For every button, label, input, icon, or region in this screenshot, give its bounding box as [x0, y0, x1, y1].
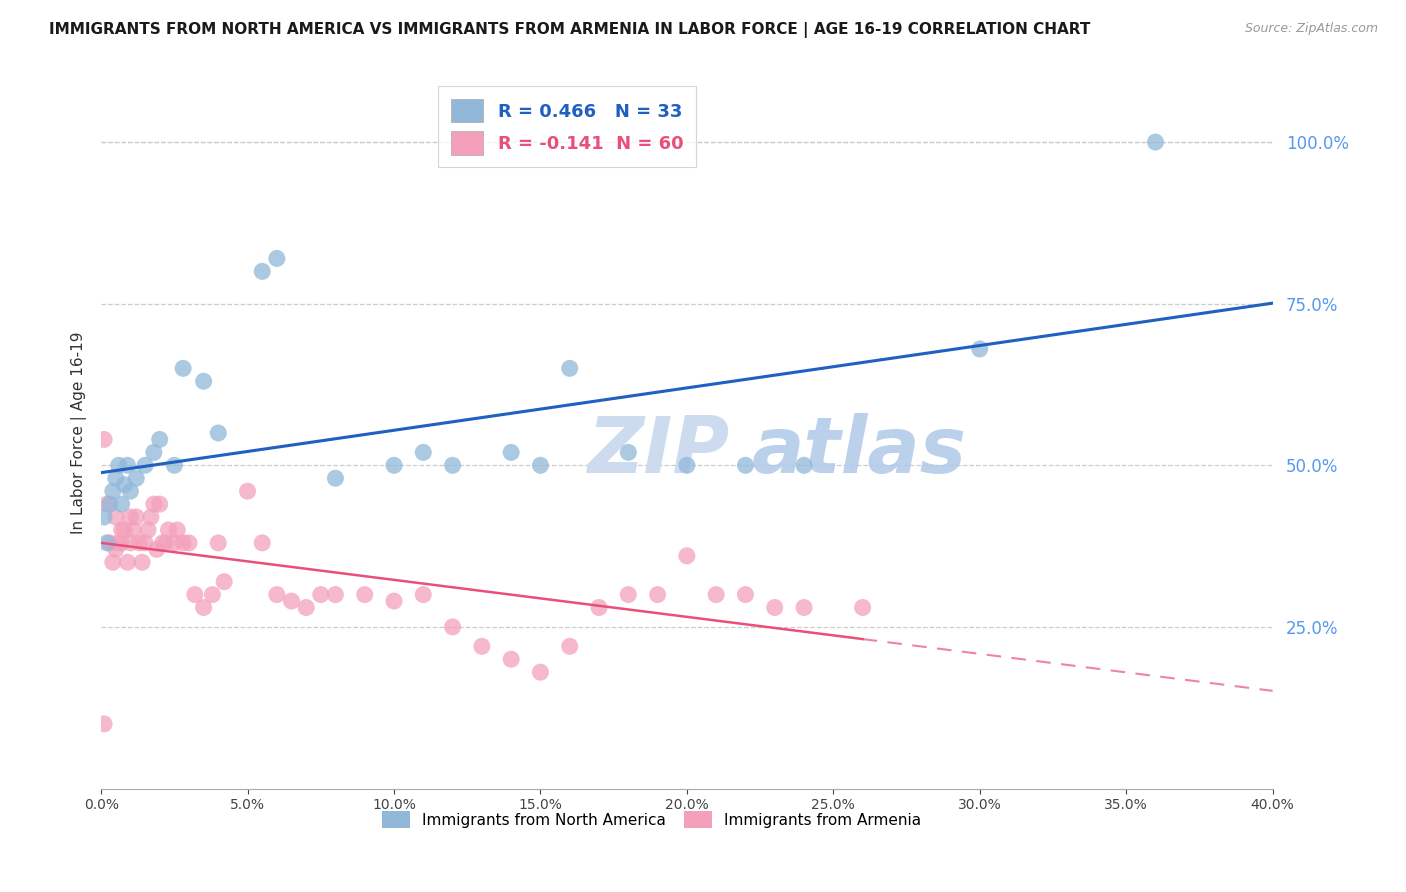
Point: [152, 536, 174, 550]
Point: [558, 640, 581, 654]
Point: [142, 497, 165, 511]
Point: [1144, 135, 1167, 149]
Point: [146, 542, 169, 557]
Point: [382, 458, 405, 473]
Point: [166, 523, 188, 537]
Point: [236, 484, 259, 499]
Point: [96, 497, 118, 511]
Y-axis label: In Labor Force | Age 16-19: In Labor Force | Age 16-19: [72, 332, 87, 534]
Point: [93, 433, 115, 447]
Point: [139, 510, 162, 524]
Point: [149, 433, 172, 447]
Point: [647, 588, 669, 602]
Point: [125, 471, 148, 485]
Point: [101, 555, 124, 569]
Point: [325, 588, 347, 602]
Point: [309, 588, 332, 602]
Point: [207, 536, 229, 550]
Point: [117, 555, 139, 569]
Point: [412, 588, 434, 602]
Point: [558, 361, 581, 376]
Text: Source: ZipAtlas.com: Source: ZipAtlas.com: [1244, 22, 1378, 36]
Point: [617, 445, 640, 459]
Point: [114, 477, 136, 491]
Point: [122, 523, 145, 537]
Point: [142, 445, 165, 459]
Point: [134, 458, 156, 473]
Point: [793, 458, 815, 473]
Point: [128, 536, 150, 550]
Point: [353, 588, 375, 602]
Point: [501, 445, 523, 459]
Point: [280, 594, 302, 608]
Point: [111, 523, 134, 537]
Point: [529, 458, 551, 473]
Point: [193, 600, 215, 615]
Point: [120, 510, 142, 524]
Point: [852, 600, 875, 615]
Point: [529, 665, 551, 680]
Point: [471, 640, 494, 654]
Point: [734, 458, 756, 473]
Point: [501, 652, 523, 666]
Point: [104, 510, 127, 524]
Point: [172, 361, 194, 376]
Point: [96, 536, 118, 550]
Point: [157, 523, 180, 537]
Point: [101, 484, 124, 499]
Point: [250, 264, 273, 278]
Point: [111, 497, 134, 511]
Point: [266, 588, 288, 602]
Point: [412, 445, 434, 459]
Text: ZIP: ZIP: [588, 413, 730, 489]
Point: [212, 574, 235, 589]
Point: [104, 471, 127, 485]
Point: [107, 536, 129, 550]
Point: [676, 549, 699, 563]
Text: IMMIGRANTS FROM NORTH AMERICA VS IMMIGRANTS FROM ARMENIA IN LABOR FORCE | AGE 16: IMMIGRANTS FROM NORTH AMERICA VS IMMIGRA…: [49, 22, 1091, 38]
Point: [207, 425, 229, 440]
Point: [969, 342, 991, 356]
Point: [617, 588, 640, 602]
Point: [134, 536, 156, 550]
Point: [734, 588, 756, 602]
Point: [676, 458, 699, 473]
Point: [120, 536, 142, 550]
Point: [325, 471, 347, 485]
Point: [441, 458, 464, 473]
Text: atlas: atlas: [751, 413, 966, 489]
Point: [114, 523, 136, 537]
Point: [117, 458, 139, 473]
Point: [163, 536, 186, 550]
Point: [295, 600, 318, 615]
Point: [131, 555, 153, 569]
Point: [136, 523, 159, 537]
Point: [172, 536, 194, 550]
Point: [93, 717, 115, 731]
Point: [155, 536, 177, 550]
Point: [266, 252, 288, 266]
Point: [193, 374, 215, 388]
Point: [111, 536, 134, 550]
Point: [382, 594, 405, 608]
Point: [120, 484, 142, 499]
Point: [441, 620, 464, 634]
Point: [704, 588, 727, 602]
Point: [104, 542, 127, 557]
Legend: Immigrants from North America, Immigrants from Armenia: Immigrants from North America, Immigrant…: [377, 805, 927, 834]
Point: [588, 600, 610, 615]
Point: [125, 510, 148, 524]
Point: [793, 600, 815, 615]
Point: [98, 497, 121, 511]
Point: [201, 588, 224, 602]
Point: [149, 497, 172, 511]
Point: [93, 510, 115, 524]
Point: [184, 588, 207, 602]
Point: [763, 600, 786, 615]
Point: [163, 458, 186, 473]
Point: [107, 458, 129, 473]
Point: [250, 536, 273, 550]
Point: [177, 536, 200, 550]
Point: [98, 536, 121, 550]
